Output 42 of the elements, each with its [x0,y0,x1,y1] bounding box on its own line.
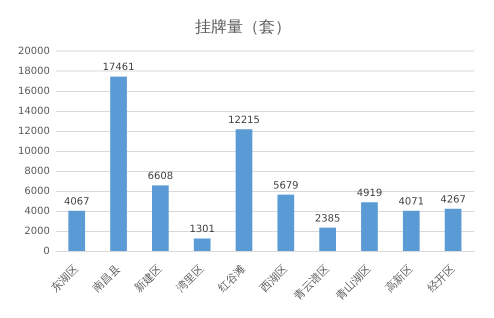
bar [402,210,420,252]
data-label: 5679 [273,180,299,192]
y-tick-label: 20000 [18,46,50,57]
x-tick-label: 青山湖区 [333,262,374,302]
data-label: 2385 [314,213,340,224]
bar [277,194,294,252]
x-tick-label: 湾里区 [174,262,206,295]
y-tick-label: 6000 [24,186,50,198]
bar [361,202,378,252]
y-tick-label: 12000 [18,126,50,137]
data-label: 6608 [148,170,174,182]
x-tick-label: 高新区 [382,262,416,295]
x-tick-label: 红谷滩 [216,262,248,295]
bar [110,76,127,252]
data-label: 12215 [228,114,260,126]
bar [319,228,336,252]
x-tick-label: 新建区 [132,262,164,295]
data-label: 4919 [356,188,382,199]
chart-title: 挂牌量（套） [195,16,291,36]
y-tick-label: 16000 [18,86,50,97]
data-label: 1301 [189,224,215,236]
bar [194,238,211,252]
y-tick-label: 0 [43,246,50,258]
data-label: 17461 [102,62,134,74]
x-tick-label: 西湖区 [257,262,290,295]
y-tick-label: 2000 [24,226,50,238]
y-tick-label: 4000 [24,206,50,218]
data-label: 4071 [398,196,424,208]
data-label: 4267 [440,194,466,206]
bar [152,185,169,252]
y-tick-label: 8000 [24,166,50,178]
x-tick-label: 青云谱区 [291,262,332,302]
bar [444,208,462,252]
data-label: 4067 [64,196,90,208]
y-tick-label: 18000 [18,66,50,77]
bar [236,129,252,252]
y-tick-label: 14000 [18,106,50,117]
x-tick-label: 东湖区 [48,262,81,295]
x-tick-label: 南昌县 [90,262,123,295]
y-tick-label: 10000 [18,146,50,157]
bar [68,210,86,252]
x-tick-label: 经开区 [424,262,458,295]
